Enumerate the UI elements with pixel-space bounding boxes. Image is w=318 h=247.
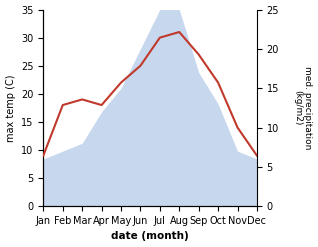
Y-axis label: max temp (C): max temp (C) xyxy=(5,74,16,142)
Y-axis label: med. precipitation
(kg/m2): med. precipitation (kg/m2) xyxy=(293,66,313,149)
X-axis label: date (month): date (month) xyxy=(111,231,189,242)
